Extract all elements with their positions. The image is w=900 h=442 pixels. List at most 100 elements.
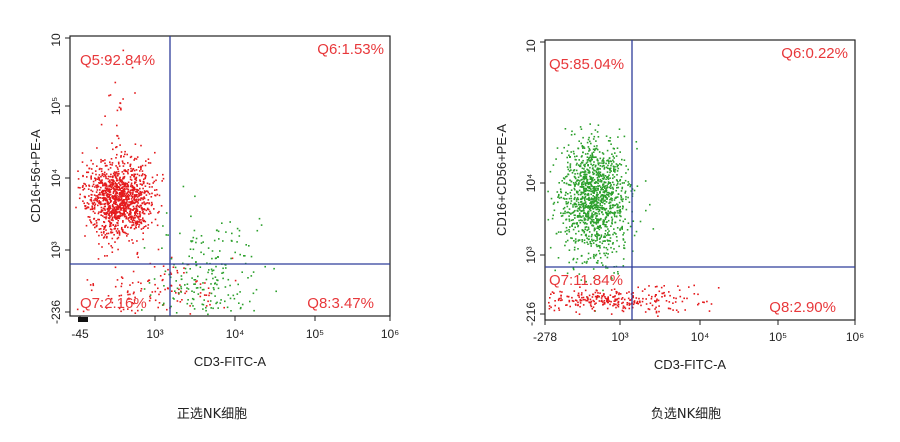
event-dot — [596, 233, 599, 235]
event-dot — [100, 209, 103, 211]
event-dot — [590, 202, 593, 205]
event-dot — [584, 187, 586, 190]
event-dot — [605, 135, 608, 137]
event-dot — [109, 163, 112, 166]
event-dot — [635, 297, 638, 299]
event-dot — [590, 190, 592, 193]
event-dot — [599, 257, 602, 259]
event-dot — [568, 218, 571, 221]
event-dot — [144, 173, 146, 176]
event-dot — [174, 290, 176, 292]
event-dot — [589, 140, 591, 143]
event-dot — [136, 220, 138, 223]
event-dot — [565, 203, 568, 205]
event-dot — [121, 201, 124, 204]
event-dot — [151, 221, 153, 224]
event-dot — [101, 246, 103, 248]
event-dot — [109, 161, 111, 163]
event-dot — [106, 187, 109, 190]
event-dot — [590, 243, 593, 245]
event-dot — [114, 189, 116, 192]
event-dot — [105, 194, 108, 196]
event-dot — [121, 187, 123, 190]
event-dot — [579, 206, 581, 208]
event-dot — [231, 257, 234, 260]
event-dot — [641, 290, 644, 292]
event-dot — [195, 261, 197, 263]
event-dot — [616, 299, 618, 301]
event-dot — [576, 223, 578, 225]
event-dot — [111, 251, 114, 253]
event-dot — [118, 231, 121, 234]
event-dot — [134, 211, 136, 214]
event-dot — [195, 241, 197, 244]
event-dot — [547, 218, 550, 221]
event-dot — [576, 197, 579, 199]
event-dot — [610, 184, 612, 186]
event-dot — [131, 209, 134, 211]
event-dot — [144, 177, 146, 180]
event-dot — [86, 176, 88, 178]
event-dot — [145, 175, 147, 177]
event-dot — [568, 212, 571, 214]
event-dot — [580, 255, 583, 257]
event-dot — [175, 312, 178, 314]
event-dot — [649, 302, 652, 304]
event-dot — [553, 209, 556, 212]
event-dot — [118, 188, 121, 191]
event-dot — [258, 217, 261, 220]
event-dot — [636, 147, 638, 150]
event-dot — [192, 248, 195, 251]
event-dot — [590, 221, 592, 224]
event-dot — [603, 236, 605, 238]
event-dot — [203, 294, 206, 296]
event-dot — [609, 207, 611, 210]
event-dot — [104, 115, 106, 117]
event-dot — [592, 306, 595, 308]
event-dot — [613, 213, 616, 216]
event-dot — [586, 181, 588, 183]
event-dot — [626, 229, 629, 231]
event-dot — [209, 303, 211, 306]
event-dot — [131, 169, 134, 171]
event-dot — [624, 241, 626, 243]
event-dot — [616, 206, 619, 209]
event-dot — [118, 182, 120, 184]
event-dot — [578, 212, 581, 215]
event-dot — [589, 123, 591, 125]
event-dot — [229, 284, 231, 287]
event-dot — [227, 294, 230, 296]
event-dot — [157, 212, 159, 214]
event-dot — [600, 199, 603, 202]
event-dot — [119, 102, 122, 105]
event-dot — [597, 208, 599, 211]
event-dot — [622, 238, 625, 240]
event-dot — [144, 176, 147, 179]
event-dot — [195, 287, 198, 289]
event-dot — [569, 212, 572, 215]
event-dot — [560, 295, 562, 297]
event-dot — [104, 174, 107, 176]
event-dot — [625, 165, 627, 167]
event-dot — [96, 198, 99, 201]
event-dot — [195, 281, 197, 283]
event-dot — [127, 184, 129, 186]
event-dot — [96, 195, 99, 197]
event-dot — [606, 214, 609, 217]
event-dot — [596, 145, 598, 147]
event-dot — [239, 307, 242, 310]
event-dot — [621, 302, 623, 305]
event-dot — [590, 185, 593, 187]
event-dot — [92, 163, 94, 165]
event-dot — [591, 153, 594, 156]
event-dot — [584, 184, 587, 187]
event-dot — [589, 187, 592, 190]
event-dot — [137, 309, 139, 312]
event-dot — [111, 205, 114, 207]
event-dot — [128, 219, 130, 222]
event-dot — [115, 146, 117, 149]
event-dot — [632, 220, 635, 222]
event-dot — [584, 195, 587, 198]
event-dot — [107, 196, 109, 198]
event-dot — [86, 202, 89, 204]
